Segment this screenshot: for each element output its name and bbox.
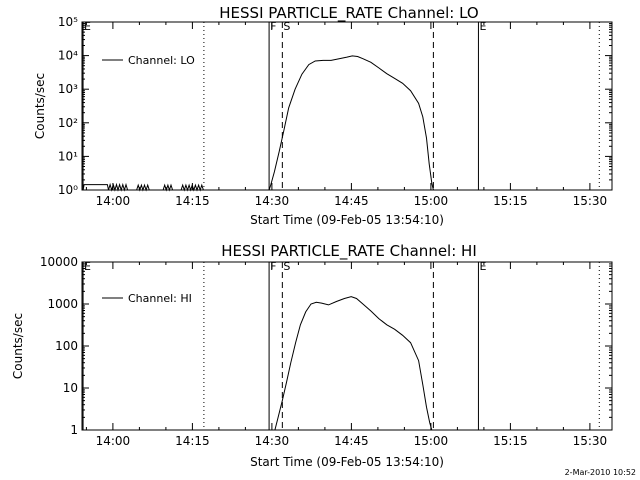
- y-tick-label: 1000: [47, 297, 78, 311]
- y-tick-label: 10³: [58, 82, 78, 96]
- hi-channel-panel: HESSI PARTICLE_RATE Channel: HI Counts/s…: [11, 242, 613, 469]
- event-marker-label: F: [270, 260, 276, 273]
- x-tick-label: 15:15: [493, 194, 528, 208]
- x-tick-label: 15:30: [573, 194, 608, 208]
- y-tick-label: 10²: [58, 116, 78, 130]
- x-tick-label: 14:45: [334, 194, 369, 208]
- x-tick-label: 14:45: [334, 434, 369, 448]
- x-tick-label: 14:00: [96, 194, 131, 208]
- plot-frame: [81, 261, 613, 431]
- series-line: [82, 55, 612, 192]
- y-tick-label: 100: [55, 339, 78, 353]
- event-marker-label: E: [84, 20, 91, 33]
- series-line: [274, 296, 433, 431]
- x-tick-label: 15:15: [493, 434, 528, 448]
- chart-title: HESSI PARTICLE_RATE Channel: HI: [221, 242, 477, 261]
- x-axis-label: Start Time (09-Feb-05 13:54:10): [250, 213, 444, 227]
- y-axis-label: Counts/sec: [33, 73, 47, 139]
- event-marker-label: E: [84, 260, 91, 273]
- footer-timestamp: 2-Mar-2010 10:52: [565, 468, 636, 477]
- x-tick-label: 14:00: [96, 434, 131, 448]
- legend-label: Channel: HI: [128, 292, 192, 305]
- event-marker-label: E: [479, 260, 486, 273]
- plot-frame: [81, 21, 613, 191]
- event-marker-label: S: [283, 20, 290, 33]
- x-tick-label: 14:30: [255, 434, 290, 448]
- y-tick-label: 10⁵: [58, 15, 78, 29]
- legend-label: Channel: LO: [128, 54, 195, 67]
- chart-title: HESSI PARTICLE_RATE Channel: LO: [219, 4, 478, 23]
- y-tick-label: 10: [63, 381, 78, 395]
- y-tick-label: 10⁴: [58, 49, 78, 63]
- lo-channel-panel: HESSI PARTICLE_RATE Channel: LO Counts/s…: [33, 4, 613, 227]
- event-marker-label: S: [283, 260, 290, 273]
- y-axis-label: Counts/sec: [11, 313, 25, 379]
- x-axis-label: Start Time (09-Feb-05 13:54:10): [250, 455, 444, 469]
- event-marker-label: E: [479, 20, 486, 33]
- y-tick-label: 10⁰: [58, 183, 78, 197]
- y-tick-label: 10000: [40, 255, 78, 269]
- x-tick-label: 14:15: [175, 194, 210, 208]
- x-tick-label: 15:00: [414, 194, 449, 208]
- x-tick-label: 15:30: [573, 434, 608, 448]
- x-tick-label: 15:00: [414, 434, 449, 448]
- event-marker-label: F: [270, 20, 276, 33]
- y-tick-label: 10¹: [58, 149, 78, 163]
- y-tick-label: 1: [70, 423, 78, 437]
- x-tick-label: 14:30: [255, 194, 290, 208]
- x-tick-label: 14:15: [175, 434, 210, 448]
